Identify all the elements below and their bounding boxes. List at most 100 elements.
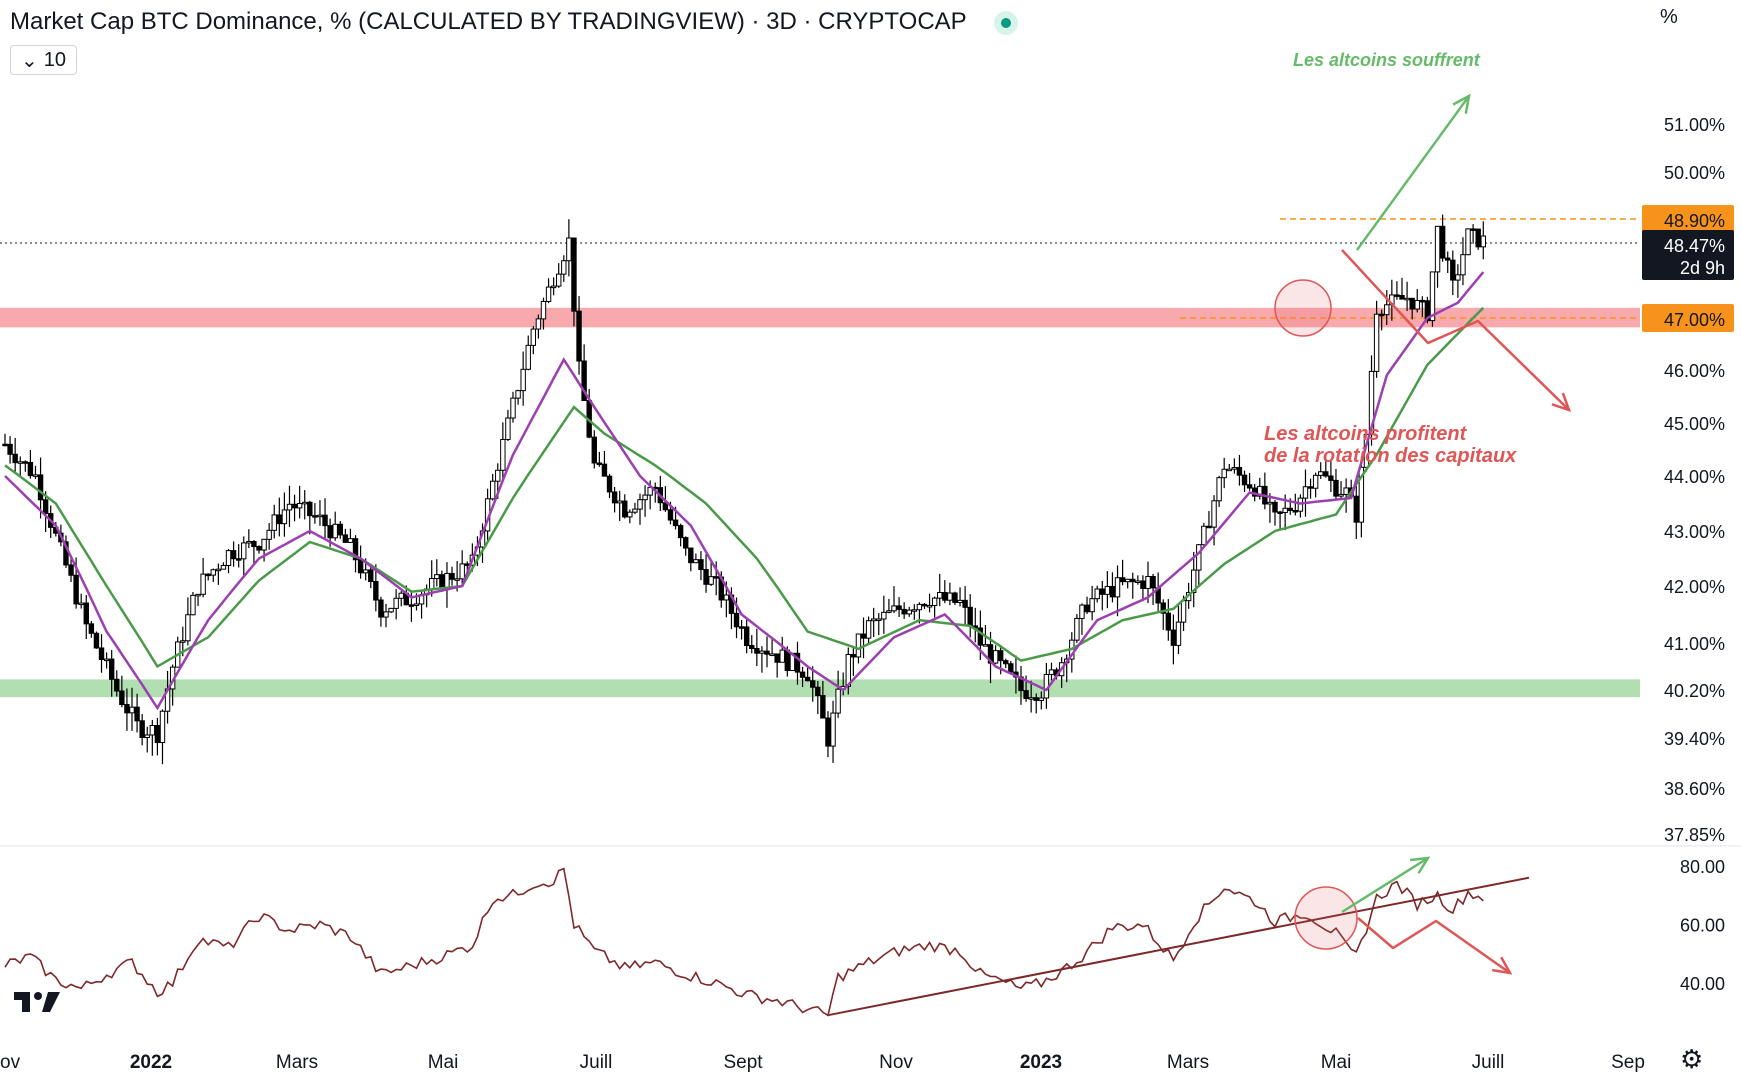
candle-body [235,558,242,561]
candle-body [251,540,257,548]
time-tick-label: Mai [1321,1052,1352,1073]
annotation-text-layer: Les altcoins souffrent Les altcoins prof… [1264,50,1517,467]
candle-body [1404,297,1410,301]
candle-body [495,469,501,482]
candle-body [1191,569,1197,594]
candle-body [1480,235,1486,248]
price-tag-current-text: 48.47% [1664,236,1725,256]
candle-body [947,592,953,601]
tradingview-logo-icon[interactable] [14,990,62,1019]
candle-body [662,502,669,511]
candle-body [540,300,547,320]
candle-body [398,592,404,599]
price-tag-high-bg [1642,205,1734,233]
candle-body [210,569,216,576]
market-status-icon[interactable] [994,11,1018,35]
annotation-altcoins-profit-line2: de la rotation des capitaux [1264,445,1517,467]
candle-body [708,576,714,585]
candle-body [754,647,760,654]
candle-body [1246,484,1253,489]
time-tick-label: Mars [1167,1052,1209,1073]
candle-body [642,494,648,501]
candle-body [464,563,470,566]
candle-body [393,597,399,609]
price-tick-label: 50.00% [1664,163,1725,183]
candle-body [1424,300,1431,322]
candle-body [180,640,186,643]
candle-body [1226,468,1232,472]
candle-body [510,397,516,419]
candle-body [1394,294,1400,297]
candle-body [429,578,435,590]
candle-body [886,610,892,613]
candle-body [535,318,542,330]
candle-body [1089,598,1095,613]
candle-body [1353,495,1359,523]
currency-unit-label[interactable]: % [1660,6,1678,28]
candle-body [855,633,862,658]
time-axis[interactable]: ov 2022 Mars Mai Juill Sept Nov 2023 Mars Mai Juil… [0,1052,1645,1073]
candle-body [32,474,39,477]
rsi-line [4,867,1484,1017]
candle-body [1221,468,1227,479]
time-tick-label: Juill [1472,1052,1505,1073]
candle-body [1079,604,1085,619]
candle-body [1465,228,1471,256]
candle-body [185,614,191,642]
levels-layer [0,218,1741,847]
candle-body [1135,580,1141,583]
candle-body [606,475,613,493]
rsi-tick-label: 40.00 [1680,974,1725,994]
candle-body [1434,225,1441,273]
candle-body [1373,313,1380,372]
arrow-down-rsi [1357,917,1511,975]
candle-body [545,286,552,302]
candle-body [1048,669,1055,675]
candle-body [835,688,841,714]
time-tick-label: 2022 [130,1052,172,1073]
gear-icon[interactable]: ⚙ [1680,1044,1704,1074]
price-tick-label: 39.40% [1664,729,1725,749]
candle-body [459,563,465,580]
candle-body [1445,257,1451,261]
candle-body [1003,660,1009,665]
time-tick-label: Sep [1611,1052,1645,1073]
candle-body [505,417,511,440]
candle-body [383,611,389,618]
candle-body [296,502,303,509]
candle-body [896,605,902,610]
candle-body [627,511,633,518]
candle-body [144,734,150,738]
annotation-altcoins-profit-line1: Les altcoins profitent [1264,423,1468,445]
candle-body [906,609,912,615]
candle-body [12,453,18,464]
candle-body [42,499,49,515]
candle-body [1450,259,1456,281]
candle-body [291,503,298,509]
time-tick-label: ov [0,1052,21,1073]
indicators-collapse-button[interactable]: ⌄ 10 [10,45,78,75]
candle-body [1287,507,1293,512]
candle-body [769,653,775,656]
candle-body [215,568,222,572]
price-tag-current-text: 2d 9h [1680,258,1725,278]
price-axis[interactable]: 51.00% 50.00% 46.00% 45.00% 44.00% 43.00% 42.0… [1664,115,1725,994]
arrow-up-rsi [1341,856,1429,914]
candle-body [373,580,379,601]
candle-body [703,569,709,585]
candle-body [413,603,420,606]
retest-highlight-circle [1274,279,1332,337]
candle-body [1414,299,1420,310]
rsi-trendline [827,876,1530,1017]
candle-body [129,706,135,714]
candle-body [302,501,308,505]
candle-body [1074,617,1080,641]
candle-body [967,606,973,627]
candle-body [799,671,806,678]
price-tag-current-bg [1642,230,1734,280]
candle-body [83,602,89,625]
candle-body [108,658,115,680]
candle-body [1399,295,1405,300]
candle-body [205,573,211,577]
